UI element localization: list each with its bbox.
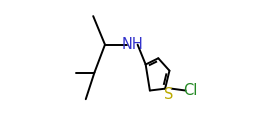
Text: S: S xyxy=(164,87,174,102)
Text: Cl: Cl xyxy=(183,83,198,98)
Text: NH: NH xyxy=(121,37,143,52)
